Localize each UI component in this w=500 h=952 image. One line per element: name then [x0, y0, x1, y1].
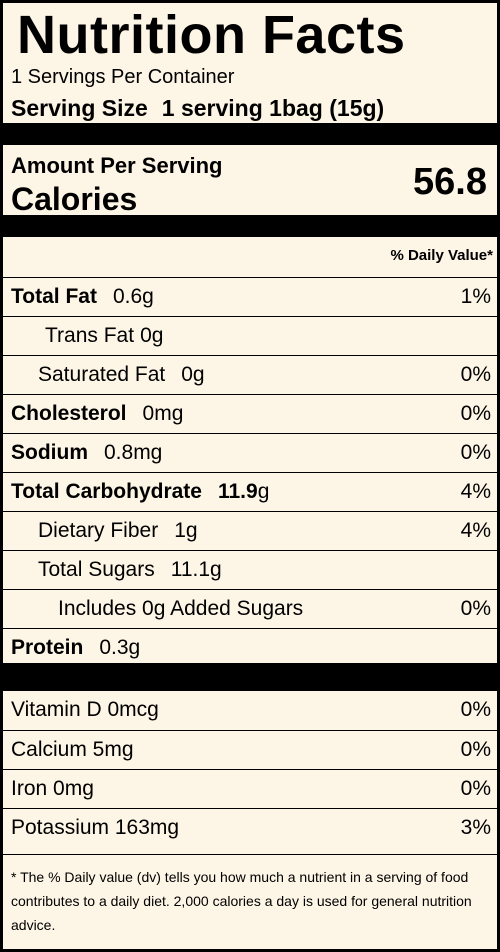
nutrient-row-trans-fat: Trans Fat 0g	[3, 316, 497, 355]
nutrient-daily-value: 0%	[460, 597, 491, 620]
vitamin-name: Iron 0mg	[11, 777, 94, 800]
nutrient-row-total-fat: Total Fat 0.6g 1%	[3, 277, 497, 316]
vitamin-name: Vitamin D 0mcg	[11, 698, 159, 721]
nutrient-amount: 0g	[181, 363, 205, 386]
nutrient-name: Protein	[11, 636, 84, 659]
nutrient-amount: 0mg	[142, 402, 184, 425]
nutrient-amount: 11.1g	[170, 558, 222, 581]
vitamin-daily-value: 3%	[460, 816, 491, 839]
nutrient-daily-value: 0%	[460, 402, 491, 425]
nutrient-row-total-carbohydrate: Total Carbohydrate 11.9g 4%	[3, 472, 497, 511]
vitamin-daily-value: 0%	[460, 698, 491, 721]
vitamin-name: Potassium 163mg	[11, 816, 180, 839]
nutrient-amount: 0.3g	[99, 636, 141, 659]
nutrient-name: Total Carbohydrate	[11, 480, 202, 503]
vitamin-row-iron: Iron 0mg 0%	[3, 769, 497, 808]
nutrient-name: Dietary Fiber	[38, 519, 159, 542]
servings-per-container: 1 Servings Per Container	[11, 66, 235, 88]
vitamin-row-calcium: Calcium 5mg 0%	[3, 730, 497, 769]
thick-divider	[3, 663, 497, 691]
nutrient-name: Sodium	[11, 441, 88, 464]
vitamin-daily-value: 0%	[460, 738, 491, 761]
nutrient-amount: 11.9	[217, 480, 258, 503]
daily-value-header: % Daily Value*	[390, 247, 493, 264]
nutrient-amount: 0.6g	[112, 285, 154, 308]
nutrient-row-saturated-fat: Saturated Fat 0g 0%	[3, 355, 497, 394]
nutrient-amount: 1g	[174, 519, 198, 542]
amount-per-serving: Amount Per Serving	[11, 153, 223, 178]
vitamin-row-potassium: Potassium 163mg 3%	[3, 808, 497, 847]
nutrient-daily-value: 4%	[460, 519, 491, 542]
serving-size-value: 1 serving 1bag (15g)	[161, 95, 385, 121]
nutrient-name: Total Fat	[11, 285, 97, 308]
nutrient-amount-unit: g	[257, 480, 270, 503]
nutrient-row-protein: Protein 0.3g	[3, 628, 497, 667]
daily-value-footnote: * The % Daily value (dv) tells you how m…	[3, 854, 497, 949]
thick-divider	[3, 123, 497, 145]
thick-divider	[3, 215, 497, 237]
nutrient-name: Trans Fat	[45, 324, 135, 347]
vitamin-name: Calcium 5mg	[11, 738, 134, 761]
nutrient-name: Total Sugars	[38, 558, 155, 581]
calories-label: Calories	[11, 181, 138, 217]
nutrient-name: Cholesterol	[11, 402, 127, 425]
nutrient-daily-value: 0%	[460, 363, 491, 386]
nutrient-daily-value: 0%	[460, 441, 491, 464]
nutrient-row-cholesterol: Cholesterol 0mg 0%	[3, 394, 497, 433]
calories-value: 56.8	[413, 161, 487, 203]
nutrient-daily-value: 4%	[460, 480, 491, 503]
nutrient-amount: 0g	[140, 324, 164, 347]
serving-size: Serving Size 1 serving 1bag (15g)	[11, 95, 384, 121]
nutrient-name: Saturated Fat	[38, 363, 166, 386]
nutrient-row-sodium: Sodium 0.8mg 0%	[3, 433, 497, 472]
nutrient-row-total-sugars: Total Sugars 11.1g	[3, 550, 497, 589]
nutrient-name: Includes 0g Added Sugars	[58, 597, 304, 620]
nutrient-amount: 0.8mg	[104, 441, 163, 464]
nutrient-row-dietary-fiber: Dietary Fiber 1g 4%	[3, 511, 497, 550]
vitamin-daily-value: 0%	[460, 777, 491, 800]
nutrient-row-added-sugars: Includes 0g Added Sugars 0%	[3, 589, 497, 628]
vitamin-row-vitamin-d: Vitamin D 0mcg 0%	[3, 691, 497, 730]
nutrient-daily-value: 1%	[460, 285, 491, 308]
serving-size-label: Serving Size	[11, 95, 148, 121]
label-title: Nutrition Facts	[17, 5, 406, 65]
